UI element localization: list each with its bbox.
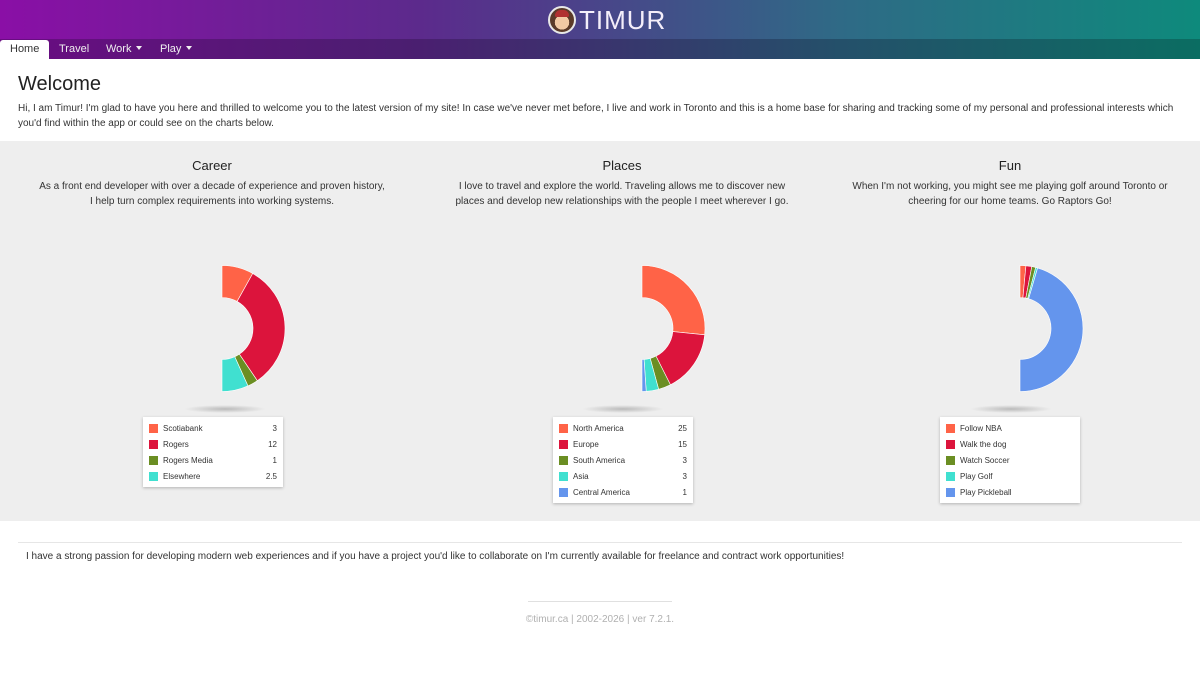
caret-down-icon [186, 46, 193, 51]
legend-value: 25 [678, 424, 687, 434]
legend-value: 3 [272, 424, 277, 434]
legend-item[interactable]: Walk the dog [946, 437, 1074, 453]
legend-item[interactable]: South America 3 [559, 453, 687, 469]
legend-swatch [559, 487, 568, 497]
donut-slice-north-america [641, 265, 706, 336]
section-description: I love to travel and explore the world. … [455, 181, 789, 207]
legend-value: 3 [682, 455, 687, 465]
legend-swatch [946, 424, 955, 434]
legend-item[interactable]: Play Golf [946, 468, 1074, 484]
legend-item[interactable]: Watch Soccer [946, 453, 1074, 469]
legend-value: 1 [272, 455, 277, 465]
legend-item[interactable]: Rogers Media 1 [149, 453, 277, 469]
legend-swatch [149, 471, 158, 481]
section-title: Fun [998, 158, 1022, 173]
legend-label: Rogers [163, 440, 189, 450]
legend-swatch [946, 455, 955, 465]
legend-label: Walk the dog [960, 440, 1007, 450]
career-legend: Scotiabank 3 Rogers 12 Rogers Media 1 Elsewher… [143, 417, 283, 488]
footer-divider [528, 601, 672, 602]
legend-swatch [149, 455, 158, 465]
legend-swatch [946, 471, 955, 481]
legend-label: Play Pickleball [960, 487, 1012, 497]
donut-slice-central-america [641, 359, 647, 392]
brand-logo-link[interactable]: TIMUR [548, 5, 666, 35]
legend-label: Rogers Media [163, 455, 213, 465]
legend-item[interactable]: Follow NBA [946, 421, 1074, 437]
legend-label: Asia [573, 471, 589, 481]
nav-tab-label: Home [10, 43, 40, 55]
places-donut-chart [641, 265, 706, 392]
legend-swatch [946, 487, 955, 497]
nav-tab-home[interactable]: Home [0, 40, 50, 59]
fun-legend: Follow NBA Walk the dog Watch Soccer Play G… [940, 417, 1080, 503]
section-title: Places [602, 158, 642, 173]
nav-tab-label: Work [106, 43, 132, 55]
legend-item[interactable]: Scotiabank 3 [149, 421, 277, 437]
legend-swatch [149, 440, 158, 450]
legend-label: Elsewhere [163, 471, 201, 481]
donut-slice-elsewhere [221, 356, 249, 392]
legend-label: South America [573, 455, 626, 465]
caret-down-icon [136, 46, 143, 51]
legend-swatch [946, 440, 955, 450]
main-nav: Home Travel Work Play [0, 39, 1200, 59]
legend-item[interactable]: Central America 1 [559, 484, 687, 500]
fun-donut-chart [1019, 265, 1084, 392]
legend-label: Play Golf [960, 471, 993, 481]
nav-tab-travel[interactable]: Travel [59, 39, 89, 59]
legend-swatch [559, 424, 568, 434]
freelance-text: I have a strong passion for developing m… [26, 551, 845, 562]
legend-swatch [559, 455, 568, 465]
legend-label: Follow NBA [960, 424, 1002, 434]
footer-copyright: ©timur.ca | 2002-2026 | ver 7.2.1. [525, 614, 675, 625]
legend-swatch [559, 471, 568, 481]
chart-shadow [184, 405, 266, 413]
legend-label: North America [573, 424, 624, 434]
nav-tab-play[interactable]: Play [160, 39, 193, 59]
section-description: When I'm not working, you might see me p… [852, 181, 1168, 207]
legend-label: Scotiabank [163, 424, 203, 434]
places-legend: North America 25 Europe 15 South America 3 Asi… [553, 417, 693, 503]
legend-label: Central America [573, 487, 630, 497]
legend-value: 15 [678, 440, 687, 450]
nav-tab-work[interactable]: Work [106, 39, 143, 59]
donut-slice-rogers [236, 273, 286, 382]
chart-shadow [970, 405, 1052, 413]
nav-tab-label: Travel [59, 43, 90, 55]
career-column: Career As a front end developer with ove… [12, 141, 412, 521]
places-column: Places I love to travel and explore the … [422, 141, 822, 521]
legend-swatch [149, 424, 158, 434]
brand-name: TIMUR [579, 5, 667, 35]
legend-item[interactable]: Asia 3 [559, 468, 687, 484]
avatar-icon [548, 6, 576, 34]
legend-item[interactable]: Elsewhere 2.5 [149, 468, 277, 484]
legend-item[interactable]: North America 25 [559, 421, 687, 437]
legend-item[interactable]: Play Pickleball [946, 484, 1074, 500]
fun-column: Fun When I'm not working, you might see … [810, 141, 1200, 521]
legend-item[interactable]: Europe 15 [559, 437, 687, 453]
section-description: As a front end developer with over a dec… [39, 181, 385, 207]
nav-tab-label: Play [160, 43, 182, 55]
legend-value: 3 [682, 471, 687, 481]
divider [18, 542, 1182, 543]
legend-label: Watch Soccer [960, 455, 1010, 465]
donut-slice-play-pickleball [1019, 267, 1084, 392]
top-header: TIMUR [0, 0, 1200, 39]
legend-value: 1 [682, 487, 687, 497]
welcome-text: Hi, I am Timur! I'm glad to have you her… [18, 103, 1174, 129]
page-title: Welcome [18, 73, 101, 95]
section-title: Career [192, 158, 232, 173]
career-donut-chart [221, 265, 286, 392]
legend-value: 2.5 [265, 471, 277, 481]
chart-shadow [582, 405, 664, 413]
legend-item[interactable]: Rogers 12 [149, 437, 277, 453]
legend-swatch [559, 440, 568, 450]
charts-section: Career As a front end developer with ove… [0, 141, 1200, 521]
legend-value: 12 [268, 440, 277, 450]
legend-label: Europe [573, 440, 599, 450]
